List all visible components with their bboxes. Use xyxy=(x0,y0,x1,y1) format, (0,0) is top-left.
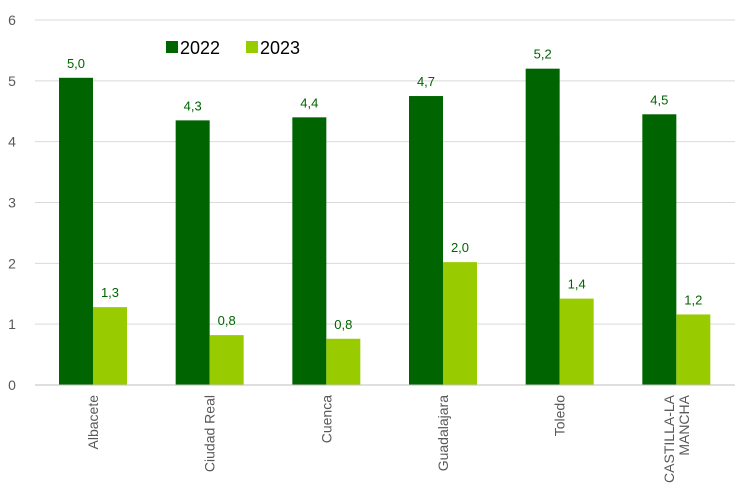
legend-swatch xyxy=(246,41,258,53)
bar-2023-5 xyxy=(676,314,711,385)
bars xyxy=(59,68,711,386)
gridlines xyxy=(35,19,735,325)
bar-2022-1 xyxy=(175,120,210,385)
category-label-line: Toledo xyxy=(552,395,568,436)
bar-2023-4 xyxy=(559,298,594,385)
data-label: 4,5 xyxy=(650,92,668,107)
bar-2022-3 xyxy=(409,96,443,386)
legend: 2022 2023 xyxy=(166,38,300,58)
data-label: 0,8 xyxy=(218,313,236,328)
y-tick-label: 4 xyxy=(8,134,16,150)
x-axis: Albacete Ciudad Real Cuenca Guadalajara Tole… xyxy=(35,384,735,483)
category-label: Albacete xyxy=(85,395,101,450)
category-label: CASTILLA-LA MANCHA xyxy=(661,394,692,483)
legend-swatch xyxy=(166,41,178,53)
bar-2023-1 xyxy=(209,335,244,385)
category-label-line: CASTILLA-LA xyxy=(661,394,677,483)
bar-2022-0 xyxy=(59,77,93,386)
data-label: 5,0 xyxy=(67,56,85,71)
bar-2022-4 xyxy=(525,68,560,386)
bar-2023-3 xyxy=(443,262,477,385)
data-label: 4,7 xyxy=(417,74,435,89)
category-label: Ciudad Real xyxy=(202,395,218,472)
y-tick-label: 5 xyxy=(8,73,16,89)
data-label: 5,2 xyxy=(534,47,552,62)
bar-2022-5 xyxy=(642,114,677,386)
category-label: Cuenca xyxy=(318,395,334,443)
y-tick-label: 0 xyxy=(8,377,16,393)
category-label-line: Guadalajara xyxy=(435,395,451,471)
y-tick-label: 3 xyxy=(8,195,16,211)
data-label: 1,2 xyxy=(684,292,702,307)
legend-label: 2023 xyxy=(260,38,300,58)
data-label: 4,3 xyxy=(184,98,202,113)
data-label: 1,3 xyxy=(101,285,119,300)
legend-label: 2022 xyxy=(180,38,220,58)
data-label: 1,4 xyxy=(568,277,586,292)
category-label: Toledo xyxy=(552,395,568,436)
category-label-line: Cuenca xyxy=(318,395,334,443)
data-label: 2,0 xyxy=(451,240,469,255)
bar-2022-2 xyxy=(292,117,327,385)
category-label-line: Albacete xyxy=(85,395,101,450)
y-tick-label: 1 xyxy=(8,316,16,332)
data-labels: 5,0 4,3 4,4 4,7 5,2 4,5 1,3 0,8 0,8 2,0 1,4 1,2 xyxy=(67,47,702,332)
y-tick-label: 2 xyxy=(8,255,16,271)
data-label: 0,8 xyxy=(334,317,352,332)
category-label-line: MANCHA xyxy=(676,394,692,455)
data-label: 4,4 xyxy=(300,95,318,110)
category-label: Guadalajara xyxy=(435,395,451,471)
y-tick-label: 6 xyxy=(8,12,16,28)
category-label-line: Ciudad Real xyxy=(202,395,218,472)
y-axis: 0 1 2 3 4 5 6 xyxy=(8,12,16,393)
bar-2023-0 xyxy=(93,307,127,385)
bar-2023-2 xyxy=(326,338,361,385)
